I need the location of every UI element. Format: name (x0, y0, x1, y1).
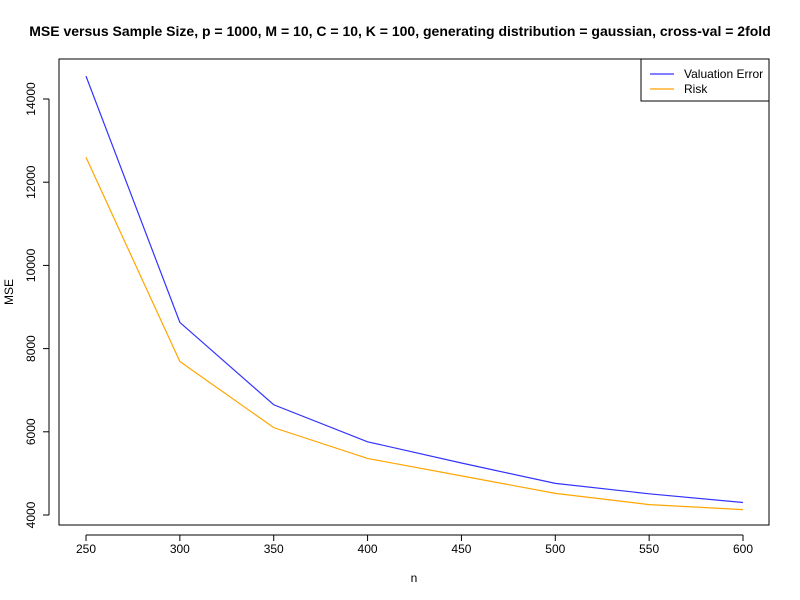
x-tick-label: 350 (264, 542, 284, 556)
x-tick-label: 500 (545, 542, 565, 556)
plot-frame (58, 58, 770, 526)
x-tick-label: 550 (639, 542, 659, 556)
y-tick-label: 14000 (24, 82, 38, 116)
x-tick-label: 400 (358, 542, 378, 556)
x-tick-label: 250 (76, 542, 96, 556)
y-tick-label: 8000 (24, 335, 38, 362)
y-axis-label: MSE (2, 279, 16, 305)
x-tick-label: 300 (170, 542, 190, 556)
legend-label: Risk (684, 82, 708, 96)
series-line-valuation-error (85, 75, 744, 504)
legend-label: Valuation Error (684, 67, 763, 81)
y-tick-label: 12000 (24, 165, 38, 199)
x-tick-label: 600 (733, 542, 753, 556)
x-axis-label: n (411, 571, 418, 585)
axes: 250 300 350 400 450 500 550 600 4000 6000 8000 1000… (24, 82, 753, 556)
y-tick-label: 10000 (24, 248, 38, 282)
y-tick-label: 6000 (24, 418, 38, 445)
legend-box (640, 58, 770, 102)
chart-title: MSE versus Sample Size, p = 1000, M = 10… (29, 23, 771, 39)
series-line-risk (85, 156, 744, 511)
y-tick-label: 4000 (24, 501, 38, 528)
x-tick-label: 450 (451, 542, 471, 556)
series-lines (85, 75, 744, 511)
